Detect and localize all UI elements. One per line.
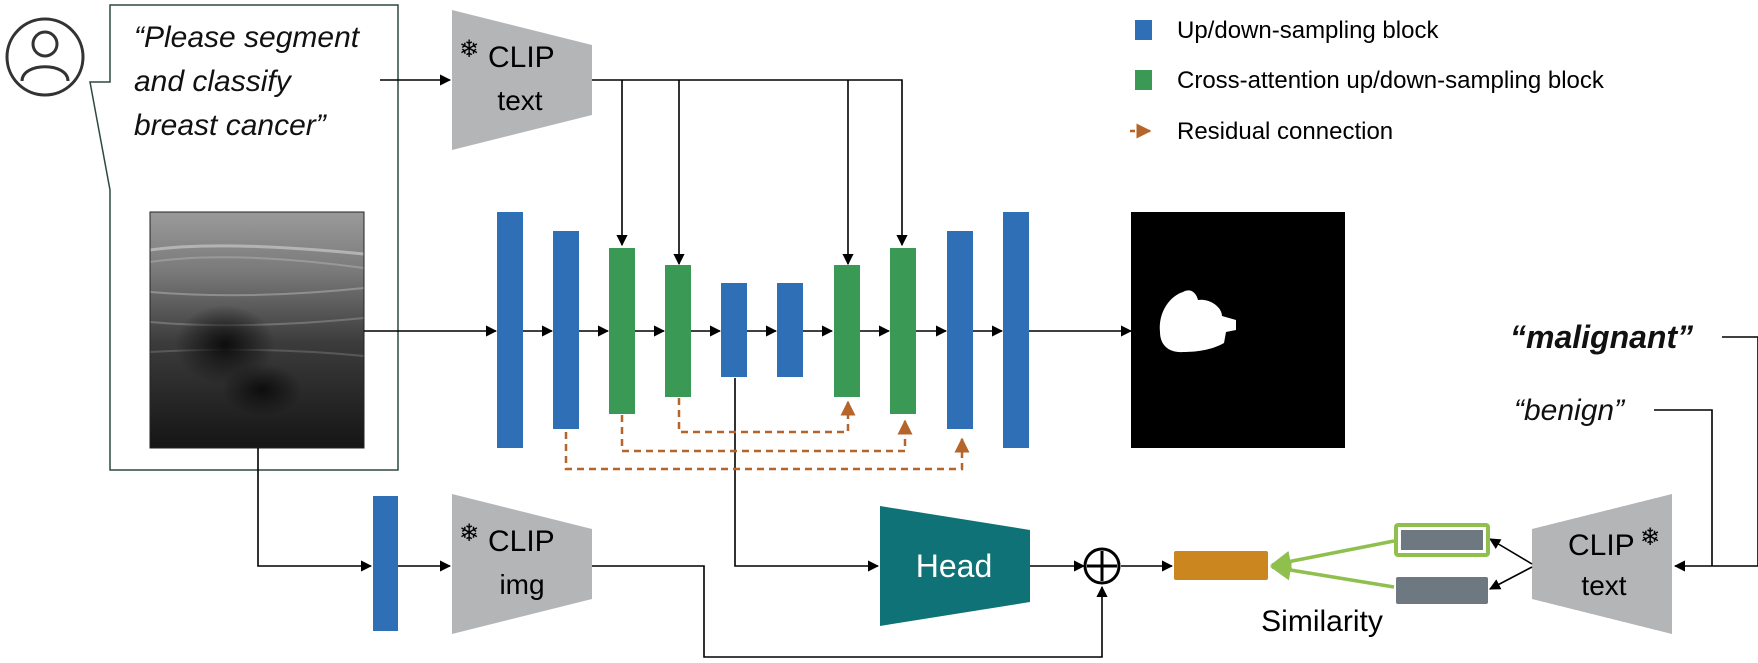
encoder-type-label: img [499, 569, 544, 600]
legend: Up/down-sampling block Cross-attention u… [1130, 17, 1605, 145]
bottleneck-block-1 [721, 283, 747, 377]
image-sampling-block [373, 496, 398, 631]
clip-text-encoder-right: CLIP ❄ text [1532, 494, 1672, 634]
benign-label: “benign” [1514, 394, 1626, 427]
encoder-block-1 [497, 212, 523, 448]
clip-label: CLIP [488, 525, 555, 558]
malignant-embedding-highlight [1394, 523, 1490, 557]
decoder-block-2 [1003, 212, 1029, 448]
prompt-line: breast cancer” [134, 109, 328, 142]
cross-attention-decoder-block-2 [890, 248, 916, 414]
legend-swatch-cross-attention [1135, 70, 1152, 90]
residual-connections [564, 398, 970, 471]
cross-attention-decoder-block-1 [834, 265, 860, 397]
decoder-block-1 [947, 231, 973, 429]
main-flow-arrows [257, 74, 1758, 658]
legend-label: Cross-attention up/down-sampling block [1177, 67, 1605, 94]
ultrasound-image [149, 211, 365, 449]
clip-label: CLIP [1568, 529, 1635, 562]
legend-swatch-sampling [1135, 20, 1152, 40]
snowflake-icon: ❄ [1640, 524, 1660, 551]
malignant-embedding [1401, 530, 1483, 550]
legend-label: Up/down-sampling block [1177, 17, 1439, 44]
encoder-type-label: text [1581, 570, 1626, 601]
encoder-block-2 [553, 231, 579, 429]
similarity-arrows [1269, 539, 1395, 589]
snowflake-icon: ❄ [459, 520, 479, 547]
bottleneck-block-2 [777, 283, 803, 377]
prompt-text: “Please segment and classify breast canc… [134, 21, 361, 142]
segmentation-mask [1131, 212, 1345, 448]
circled-plus-icon [1083, 547, 1121, 585]
head-label: Head [916, 548, 993, 584]
benign-embedding [1396, 577, 1488, 604]
similarity-label: Similarity [1261, 605, 1383, 638]
clip-image-encoder: ❄ CLIP img [452, 494, 592, 634]
malignant-label: “malignant” [1510, 319, 1693, 355]
classification-head: Head [880, 506, 1030, 626]
clip-text-encoder-top: ❄ CLIP text [452, 10, 592, 150]
legend-label: Residual connection [1177, 118, 1393, 145]
prompt-line: and classify [134, 65, 293, 98]
fused-feature-vector [1174, 551, 1268, 580]
cross-attention-encoder-block-2 [665, 265, 691, 397]
speech-bubble [89, 4, 399, 471]
snowflake-icon: ❄ [459, 36, 479, 63]
unet-blocks [497, 212, 1029, 448]
cross-attention-encoder-block-1 [609, 248, 635, 414]
user-icon [5, 17, 85, 97]
encoder-type-label: text [497, 85, 542, 116]
clip-label: CLIP [488, 41, 555, 74]
prompt-line: “Please segment [134, 21, 361, 54]
